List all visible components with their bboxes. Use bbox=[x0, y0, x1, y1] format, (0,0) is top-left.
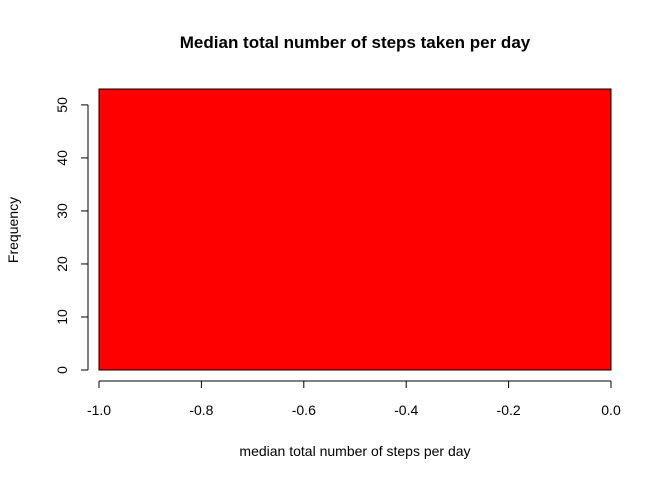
x-tick-label: -0.6 bbox=[292, 402, 316, 418]
y-tick-label: 10 bbox=[54, 309, 70, 325]
y-tick-label: 0 bbox=[54, 366, 70, 374]
y-axis: 0 10 20 30 40 50 bbox=[54, 97, 89, 374]
bars-group bbox=[98, 88, 612, 371]
y-tick-label: 30 bbox=[54, 203, 70, 219]
bar-0 bbox=[98, 88, 612, 371]
y-tick-label: 50 bbox=[54, 97, 70, 113]
x-tick-label: 0.0 bbox=[601, 402, 621, 418]
x-tick-label: -0.8 bbox=[189, 402, 213, 418]
x-axis: -1.0 -0.8 -0.6 -0.4 -0.2 0.0 bbox=[87, 380, 621, 418]
chart-title: Median total number of steps taken per d… bbox=[180, 33, 531, 52]
x-tick-label: -1.0 bbox=[87, 402, 111, 418]
x-axis-label: median total number of steps per day bbox=[239, 443, 470, 459]
y-tick-label: 20 bbox=[54, 256, 70, 272]
x-tick-label: -0.2 bbox=[497, 402, 521, 418]
x-tick-label: -0.4 bbox=[394, 402, 418, 418]
y-tick-label: 40 bbox=[54, 150, 70, 166]
y-axis-label: Frequency bbox=[5, 197, 21, 263]
